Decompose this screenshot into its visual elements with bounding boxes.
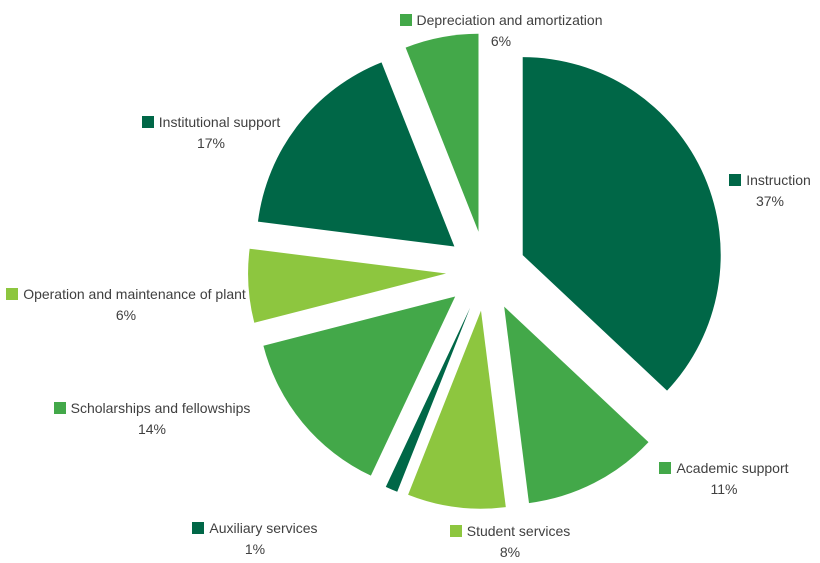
label-percent: 14%	[137, 421, 167, 437]
pie-slice-student-services	[408, 310, 506, 509]
label-name: Operation and maintenance of plant	[23, 286, 246, 302]
label-academic-support: Academic support 11%	[646, 458, 802, 500]
label-student-services: Student services 8%	[435, 521, 585, 563]
pie-slice-scholarships-and-fellowships	[263, 296, 456, 476]
label-name: Academic support	[676, 460, 789, 476]
label-name: Instruction	[746, 172, 811, 188]
swatch-academic-support	[659, 462, 672, 474]
swatch-depreciation	[399, 14, 412, 26]
label-name: Institutional support	[158, 114, 281, 130]
label-percent: 17%	[196, 135, 226, 151]
label-auxiliary-services: Auxiliary services 1%	[175, 518, 335, 560]
swatch-instruction	[729, 174, 742, 186]
label-instruction: Instruction 37%	[718, 170, 820, 212]
pie-slice-operation-and-maintenance-of-plant	[248, 248, 447, 323]
label-percent: 37%	[755, 193, 785, 209]
label-name: Student services	[466, 523, 571, 539]
label-scholarships: Scholarships and fellowships 14%	[36, 398, 268, 440]
pie-slice-institutional-support	[257, 62, 455, 247]
label-percent: 11%	[710, 481, 738, 497]
label-institutional-support: Institutional support 17%	[118, 112, 304, 154]
label-depreciation: Depreciation and amortization 6%	[366, 10, 636, 52]
label-percent: 1%	[244, 541, 266, 557]
label-percent: 6%	[490, 33, 512, 49]
label-name: Auxiliary services	[209, 520, 318, 536]
label-name: Scholarships and fellowships	[70, 400, 251, 416]
pie-slice-auxiliary-services	[385, 307, 471, 492]
label-operation-maintenance: Operation and maintenance of plant 6%	[6, 284, 246, 326]
swatch-auxiliary-services	[192, 522, 205, 534]
pie-slice-depreciation-and-amortization	[405, 33, 479, 232]
swatch-institutional-support	[141, 116, 154, 128]
swatch-operation-maintenance	[6, 288, 19, 300]
pie-slice-academic-support	[504, 306, 649, 504]
label-percent: 8%	[499, 544, 521, 560]
swatch-scholarships	[53, 402, 66, 414]
label-percent: 6%	[115, 307, 137, 323]
label-name: Depreciation and amortization	[416, 12, 603, 28]
pie-slice-instruction	[522, 57, 721, 391]
swatch-student-services	[449, 525, 462, 537]
